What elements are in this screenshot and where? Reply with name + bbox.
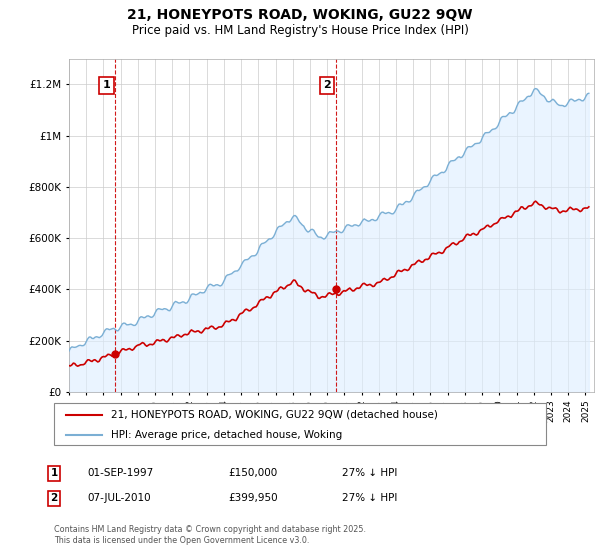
Text: 01-SEP-1997: 01-SEP-1997 <box>87 468 153 478</box>
Text: 27% ↓ HPI: 27% ↓ HPI <box>342 468 397 478</box>
Text: 21, HONEYPOTS ROAD, WOKING, GU22 9QW: 21, HONEYPOTS ROAD, WOKING, GU22 9QW <box>127 8 473 22</box>
Text: 07-JUL-2010: 07-JUL-2010 <box>87 493 151 503</box>
Text: 1: 1 <box>50 468 58 478</box>
Text: 2: 2 <box>50 493 58 503</box>
Text: HPI: Average price, detached house, Woking: HPI: Average price, detached house, Woki… <box>111 430 342 440</box>
Text: £399,950: £399,950 <box>228 493 278 503</box>
Text: Contains HM Land Registry data © Crown copyright and database right 2025.
This d: Contains HM Land Registry data © Crown c… <box>54 525 366 545</box>
Text: 1: 1 <box>103 81 110 91</box>
Text: 2: 2 <box>323 81 331 91</box>
Text: £150,000: £150,000 <box>228 468 277 478</box>
Text: 21, HONEYPOTS ROAD, WOKING, GU22 9QW (detached house): 21, HONEYPOTS ROAD, WOKING, GU22 9QW (de… <box>111 410 438 420</box>
Text: Price paid vs. HM Land Registry's House Price Index (HPI): Price paid vs. HM Land Registry's House … <box>131 24 469 36</box>
Text: 27% ↓ HPI: 27% ↓ HPI <box>342 493 397 503</box>
